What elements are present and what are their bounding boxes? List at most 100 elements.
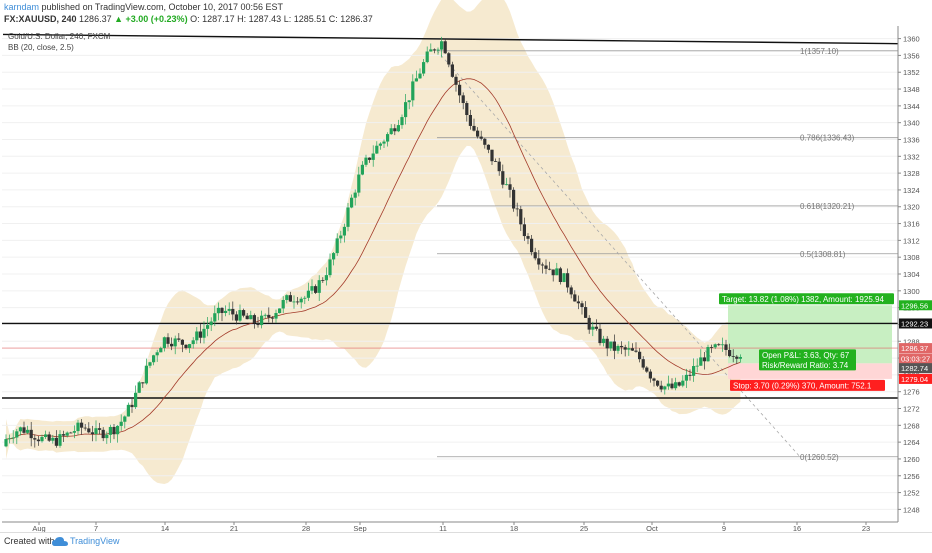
candle-body [609,341,613,349]
candle-body [18,427,22,432]
candle-body [573,294,577,302]
candle-body [378,143,382,146]
price-tick-label: 1360 [903,35,920,44]
candle-body [249,315,253,320]
candle-body [47,434,51,441]
series-legend[interactable]: Gold/U.S. Dollar, 240, FXCM [8,32,111,41]
candle-body [26,429,30,433]
price-tick-label: 1272 [903,405,920,414]
candle-body [684,374,688,381]
candle-body [515,208,519,210]
time-tick-label: 16 [793,524,801,533]
candle-body [450,64,454,77]
candle-body [724,344,728,350]
candle-body [141,382,145,384]
candle-body [65,432,69,436]
candle-body [108,426,112,435]
candle-body [566,273,570,288]
candle-body [224,310,228,313]
time-tick-label: 7 [94,524,98,533]
candle-body [112,426,116,435]
price-tick-label: 1260 [903,455,920,464]
candle-body [346,207,350,227]
candle-body [393,128,397,132]
price-tick-label: 1308 [903,253,920,262]
tradingview-cloud-icon [52,535,68,553]
price-tick-label: 1268 [903,421,920,430]
candle-body [656,380,660,386]
candle-body [674,382,678,389]
publish-text: published on TradingView.com, October 10… [41,2,284,12]
candle-body [130,404,134,408]
candle-body [411,81,415,101]
author-link[interactable]: karndam [4,2,40,12]
candle-body [260,315,264,326]
candle-body [353,192,357,198]
candle-body [494,161,498,163]
trend-line[interactable] [2,33,899,45]
candle-body [483,138,487,145]
candle-body [252,315,256,324]
candle-body [184,344,188,349]
price-tick-label: 1248 [903,505,920,514]
candle-body [198,331,202,338]
candle-body [702,357,706,362]
candle-body [270,317,274,319]
candle-body [364,157,368,165]
candle-body [458,84,462,96]
candle-body [645,367,649,372]
bollinger-band-fill [6,0,741,484]
candle-body [206,325,210,329]
candle-body [692,366,696,376]
candle-body [634,350,638,352]
target-label: Target: 13.82 (1.08%) 1382, Amount: 1925… [722,295,884,304]
price-tick-label: 1276 [903,388,920,397]
candle-body [195,331,199,341]
candle-body [558,268,562,282]
candle-body [216,307,220,314]
indicator-legend[interactable]: BB (20, close, 2.5) [8,43,74,52]
candle-body [188,344,192,349]
price-tag-box [899,318,932,329]
candle-body [8,438,12,440]
price-tick-label: 1348 [903,85,920,94]
candle-body [587,317,591,330]
candle-body [555,268,559,276]
candle-body [256,323,260,326]
candle-body [627,348,631,350]
candle-body [180,339,184,345]
low-value: L: 1285.51 [283,14,327,24]
price-tick-label: 1328 [903,169,920,178]
candle-body [598,328,602,344]
candle-body [162,337,166,349]
candle-body [116,425,120,435]
tradingview-brand[interactable]: TradingView [70,536,120,546]
publish-info: karndam published on TradingView.com, Oc… [4,2,283,12]
symbol-label: FX:XAUUSD, 240 [4,14,77,24]
candle-body [51,437,55,441]
candle-body [278,308,282,314]
fib-level-label: 0(1260.52) [800,453,839,462]
candle-body [137,382,141,393]
candle-body [173,338,177,347]
candle-body [670,383,674,389]
candle-body [299,298,303,303]
candle-body [69,432,73,434]
candle-body [213,313,217,322]
candle-body [191,340,195,345]
candle-body [306,290,310,298]
candle-body [310,286,314,291]
candle-body [551,269,555,276]
candle-body [94,428,98,435]
candle-body [695,365,699,367]
open-pl-label: Open P&L: 3.63, Qty: 67 [762,351,850,360]
candle-body [98,428,102,430]
candle-body [371,153,375,160]
candle-body [641,359,645,368]
candle-body [569,287,573,295]
price-tick-label: 1288 [903,337,920,346]
candle-body [296,301,300,303]
price-tick-label: 1320 [903,203,920,212]
candle-body [710,347,714,348]
